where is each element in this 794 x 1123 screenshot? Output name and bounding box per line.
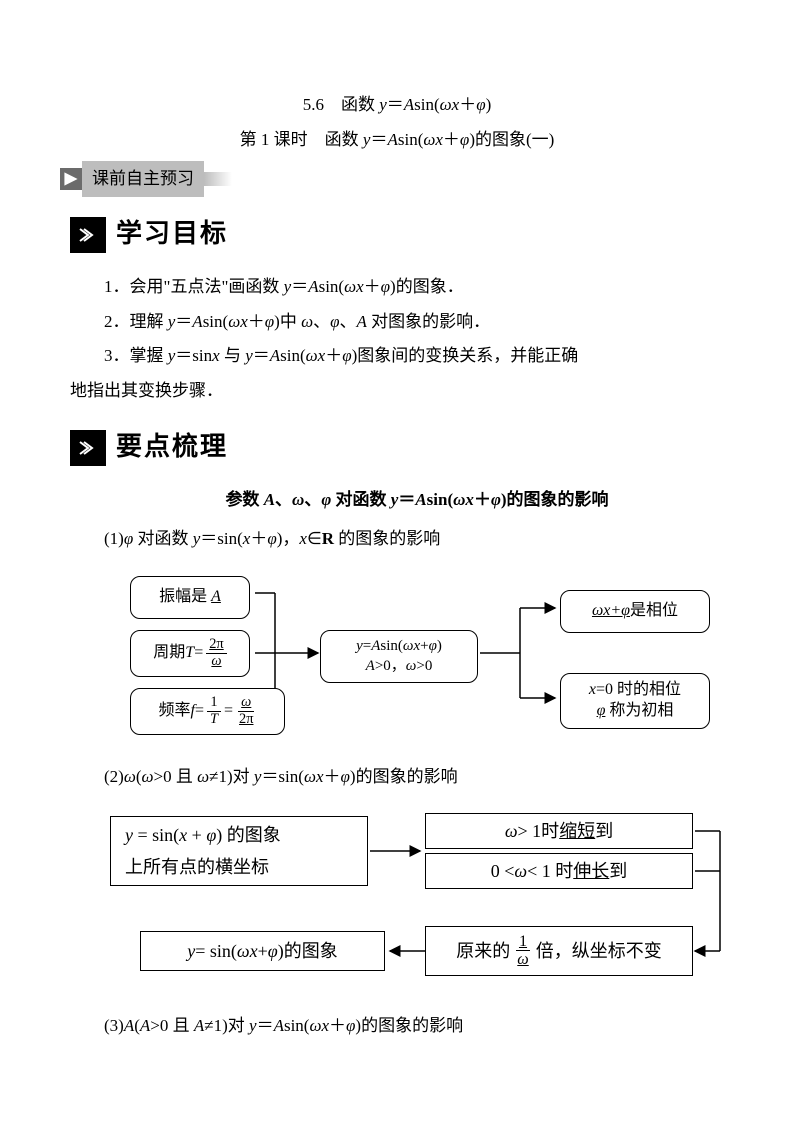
point-2: (2)ω(ω>0 且 ω≠1)对 y＝sin(ωx＋φ)的图象的影响 [70, 762, 734, 793]
heading-goals-text: 学习目标 [116, 211, 228, 258]
section-bar-label: 课前自主预习 [82, 161, 204, 198]
point-1: (1)φ 对函数 y＝sin(x＋φ)，x∈R 的图象的影响 [70, 524, 734, 555]
box-shrink: ω > 1时缩短到 [425, 813, 693, 849]
bold-summary: 参数 A、ω、φ 对函数 y＝Asin(ωx＋φ)的图象的影响 [100, 485, 734, 516]
goal-3: 3．掌握 y＝sinx 与 y＝Asin(ωx＋φ)图象间的变换关系，并能正确 [70, 341, 734, 372]
point-3: (3)A(A>0 且 A≠1)对 y＝Asin(ωx＋φ)的图象的影响 [70, 1011, 734, 1042]
box-stretch: 0 < ω < 1 时伸长到 [425, 853, 693, 889]
box-phase: ωx+φ 是相位 [560, 590, 710, 633]
diagram-1: 振幅是 A 周期 T= 2πω 频率 f= 1T = ω2π y=Asin(ωx… [100, 568, 720, 738]
box-source-graph: y = sin(x + φ) 的图象 上所有点的横坐标 [110, 816, 368, 886]
section-bar-tail [204, 172, 232, 186]
box-initial-phase: x=0 时的相位 φ 称为初相 [560, 673, 710, 729]
box-factor: 原来的1ω倍，纵坐标不变 [425, 926, 693, 976]
chevron-icon [70, 430, 106, 466]
goal-1: 1．会用"五点法"画函数 y＝Asin(ωx＋φ)的图象． [70, 272, 734, 303]
chapter-title: 5.6 函数 y＝Asin(ωx＋φ) [60, 90, 734, 121]
box-result-graph: y = sin(ωx + φ)的图象 [140, 931, 385, 971]
heading-points: 要点梳理 [70, 424, 734, 471]
lesson-title: 第 1 课时 函数 y＝Asin(ωx＋φ)的图象(一) [60, 125, 734, 156]
goal-3b: 地指出其变换步骤． [70, 376, 734, 407]
section-bar: 课前自主预习 [60, 165, 734, 193]
box-amplitude: 振幅是 A [130, 576, 250, 619]
box-frequency: 频率 f= 1T = ω2π [130, 688, 285, 735]
heading-goals: 学习目标 [70, 211, 734, 258]
box-center-func: y=Asin(ωx+φ) A>0，ω>0 [320, 630, 478, 683]
heading-points-text: 要点梳理 [116, 424, 228, 471]
page-header: 5.6 函数 y＝Asin(ωx＋φ) 第 1 课时 函数 y＝Asin(ωx＋… [60, 90, 734, 155]
box-period: 周期 T= 2πω [130, 630, 250, 677]
goal-2: 2．理解 y＝Asin(ωx＋φ)中 ω、φ、A 对图象的影响． [70, 307, 734, 338]
chevron-icon [70, 217, 106, 253]
diagram-2: y = sin(x + φ) 的图象 上所有点的横坐标 ω > 1时缩短到 0 … [90, 811, 740, 991]
arrow-icon [60, 168, 82, 190]
